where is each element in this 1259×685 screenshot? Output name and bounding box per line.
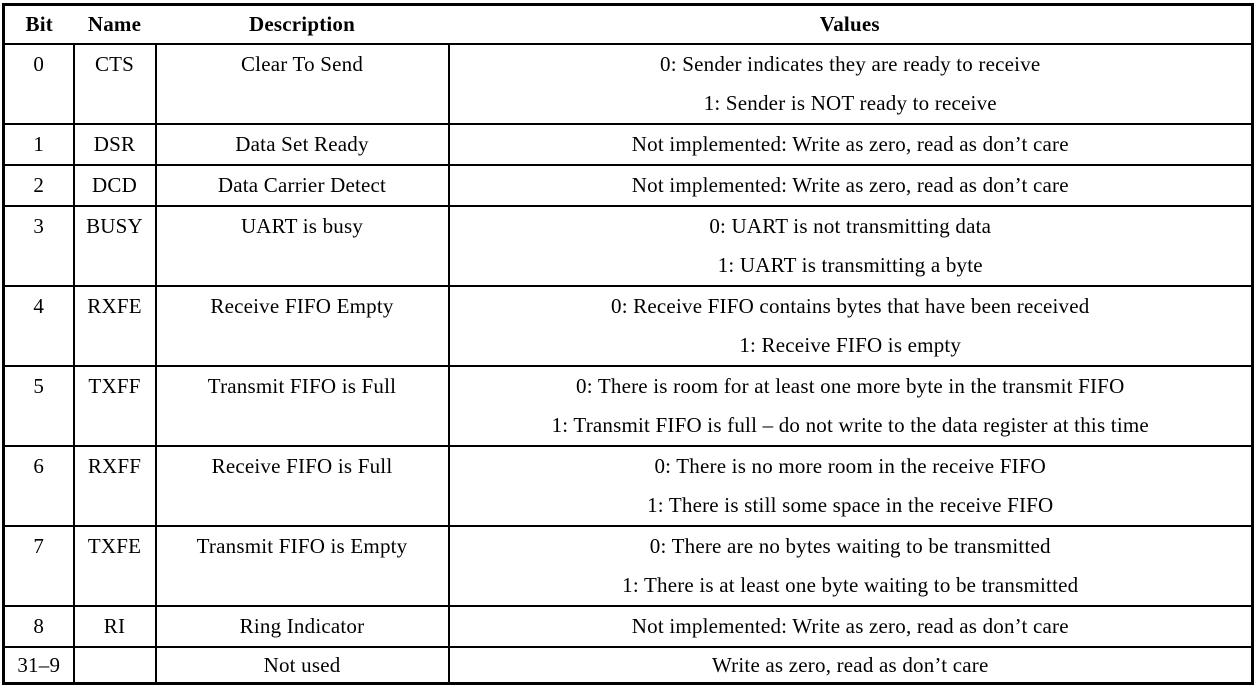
- name-cell: TXFE: [72, 525, 157, 607]
- name-cell: RI: [72, 605, 157, 648]
- bit-cell: 7: [2, 525, 75, 607]
- description-cell: Transmit FIFO is Empty: [154, 525, 450, 607]
- table-row: 7 TXFE Transmit FIFO is Empty 0: There a…: [2, 525, 1254, 607]
- bit-cell: 4: [2, 285, 75, 367]
- bit-cell: 1: [2, 123, 75, 166]
- table-row: 8 RI Ring Indicator Not implemented: Wri…: [2, 605, 1254, 648]
- name-cell: DCD: [72, 164, 157, 207]
- bit-cell: 5: [2, 365, 75, 447]
- value-line: Write as zero, read as don’t care: [712, 653, 989, 677]
- description-cell: Data Set Ready: [154, 123, 450, 166]
- value-line: 0: Receive FIFO contains bytes that have…: [611, 294, 1090, 318]
- table-row: 3 BUSY UART is busy 0: UART is not trans…: [2, 205, 1254, 287]
- table-row: 0 CTS Clear To Send 0: Sender indicates …: [2, 43, 1254, 125]
- table-row: 6 RXFF Receive FIFO is Full 0: There is …: [2, 445, 1254, 527]
- table-row: 1 DSR Data Set Ready Not implemented: Wr…: [2, 123, 1254, 166]
- description-cell: Receive FIFO Empty: [154, 285, 450, 367]
- table-row: 31–9 Not used Write as zero, read as don…: [2, 646, 1254, 685]
- bit-cell: 0: [2, 43, 75, 125]
- value-line: 0: There is no more room in the receive …: [654, 454, 1047, 478]
- values-cell: 0: Receive FIFO contains bytes that have…: [447, 285, 1254, 367]
- bit-cell: 2: [2, 164, 75, 207]
- value-line: 0: Sender indicates they are ready to re…: [660, 52, 1041, 76]
- description-cell: Clear To Send: [154, 43, 450, 125]
- value-line: Not implemented: Write as zero, read as …: [631, 132, 1069, 156]
- table-row: 5 TXFF Transmit FIFO is Full 0: There is…: [2, 365, 1254, 447]
- value-line: 0: There is room for at least one more b…: [576, 374, 1125, 398]
- value-line: 1: There is still some space in the rece…: [647, 493, 1054, 517]
- description-cell: Receive FIFO is Full: [154, 445, 450, 527]
- column-header-description: Description: [155, 4, 449, 45]
- value-line: Not implemented: Write as zero, read as …: [631, 173, 1069, 197]
- name-cell: TXFF: [72, 365, 157, 447]
- uart-flag-register-table: Bit Name Description Values 0 CTS Clear …: [2, 3, 1254, 685]
- column-header-bit: Bit: [3, 4, 74, 45]
- values-cell: Write as zero, read as don’t care: [447, 646, 1254, 685]
- table-row: 4 RXFE Receive FIFO Empty 0: Receive FIF…: [2, 285, 1254, 367]
- column-header-name: Name: [73, 4, 156, 45]
- column-header-values: Values: [448, 4, 1253, 45]
- flag-register-table: Bit Name Description Values 0 CTS Clear …: [2, 3, 1254, 685]
- name-cell: [72, 646, 157, 685]
- name-cell: BUSY: [72, 205, 157, 287]
- bit-cell: 6: [2, 445, 75, 527]
- table-row: 2 DCD Data Carrier Detect Not implemente…: [2, 164, 1254, 207]
- values-cell: 0: There is room for at least one more b…: [447, 365, 1254, 447]
- description-cell: Not used: [154, 646, 450, 685]
- values-cell: Not implemented: Write as zero, read as …: [447, 605, 1254, 648]
- value-line: 1: Sender is NOT ready to receive: [703, 91, 997, 115]
- value-line: Not implemented: Write as zero, read as …: [631, 614, 1069, 638]
- description-cell: Transmit FIFO is Full: [154, 365, 450, 447]
- values-cell: 0: Sender indicates they are ready to re…: [447, 43, 1254, 125]
- description-cell: Ring Indicator: [154, 605, 450, 648]
- value-line: 1: There is at least one byte waiting to…: [622, 573, 1079, 597]
- bit-cell: 8: [2, 605, 75, 648]
- values-cell: 0: There is no more room in the receive …: [447, 445, 1254, 527]
- description-cell: Data Carrier Detect: [154, 164, 450, 207]
- value-line: 1: Transmit FIFO is full – do not write …: [551, 413, 1149, 437]
- value-line: 0: There are no bytes waiting to be tran…: [649, 534, 1051, 558]
- name-cell: CTS: [72, 43, 157, 125]
- name-cell: RXFF: [72, 445, 157, 527]
- header-row: Bit Name Description Values: [3, 4, 1253, 45]
- value-line: 1: Receive FIFO is empty: [739, 333, 962, 357]
- values-cell: 0: There are no bytes waiting to be tran…: [447, 525, 1254, 607]
- name-cell: DSR: [72, 123, 157, 166]
- description-cell: UART is busy: [154, 205, 450, 287]
- bit-cell: 3: [2, 205, 75, 287]
- values-cell: 0: UART is not transmitting data 1: UART…: [447, 205, 1254, 287]
- value-line: 1: UART is transmitting a byte: [717, 253, 983, 277]
- bit-cell: 31–9: [2, 646, 75, 685]
- values-cell: Not implemented: Write as zero, read as …: [447, 164, 1254, 207]
- values-cell: Not implemented: Write as zero, read as …: [447, 123, 1254, 166]
- value-line: 0: UART is not transmitting data: [709, 214, 992, 238]
- name-cell: RXFE: [72, 285, 157, 367]
